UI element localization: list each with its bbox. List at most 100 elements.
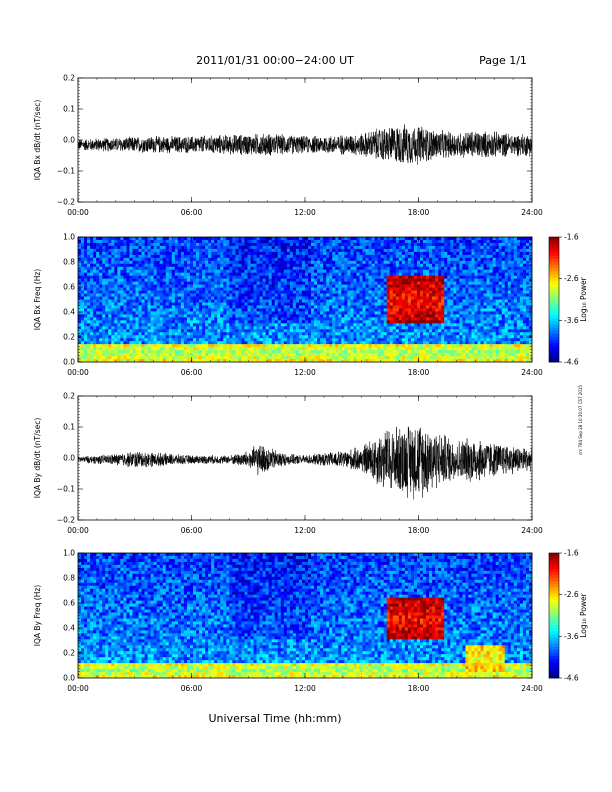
by-spectrogram-panel: 1.0 0.8 0.6 0.4 0.2 0.000:00 06:00 12:00 18:00 24… — [33, 549, 588, 694]
colorbar-segment — [549, 293, 559, 297]
y-axis-label: IQA Bx dB/dt (nT/sec) — [33, 100, 42, 181]
colorbar-segment — [549, 302, 559, 307]
y-tick-label: 0.0 — [63, 454, 75, 463]
y-tick-label: −0.2 — [57, 516, 75, 525]
colorbar-segment — [549, 237, 559, 241]
x-tick-label: 18:00 — [408, 684, 430, 693]
colorbar-segment — [549, 618, 559, 623]
colorbar-segment — [549, 327, 559, 332]
x-tick-label: 12:00 — [294, 526, 316, 535]
y-tick-label: 0.2 — [63, 333, 75, 342]
page-title: 2011/01/31 00:00−24:00 UT — [196, 54, 354, 67]
bx-dbdt-panel: 0.2 0.1 0.0 −0.1 −0.200:00 06:00 12:00 18:00 24:… — [33, 74, 543, 218]
colorbar-segment — [549, 271, 559, 275]
colorbar-tick-label: -4.6 — [564, 358, 579, 367]
x-tick-label: 00:00 — [67, 684, 89, 693]
colorbar-tick-label: -3.6 — [564, 632, 579, 641]
colorbar-segment — [549, 337, 559, 341]
colorbar-segment — [549, 290, 559, 294]
colorbar-segment — [549, 590, 559, 595]
x-tick-label: 00:00 — [67, 368, 89, 377]
x-tick-label: 18:00 — [408, 526, 430, 535]
colorbar-segment — [549, 324, 559, 329]
colorbar-segment — [549, 299, 559, 304]
colorbar-segment — [549, 252, 559, 257]
colorbar-label: Log₁₀ Power — [579, 592, 588, 637]
x-tick-label: 06:00 — [181, 526, 203, 535]
colorbar-tick-label: -1.6 — [564, 549, 579, 558]
colorbar-segment — [549, 674, 559, 679]
colorbar-segment — [549, 268, 559, 272]
x-axis-label: Universal Time (hh:mm) — [209, 712, 342, 725]
y-tick-label: 1.0 — [63, 233, 75, 242]
colorbar-segment — [549, 556, 559, 560]
signal-trace — [78, 124, 532, 165]
colorbar-segment — [549, 571, 559, 576]
x-tick-label: 18:00 — [408, 208, 430, 217]
colorbar-segment — [549, 615, 559, 620]
colorbar-segment — [549, 631, 559, 635]
colorbar-segment — [549, 559, 559, 563]
colorbar-segment — [549, 640, 559, 645]
colorbar-segment — [549, 265, 559, 269]
x-tick-label: 18:00 — [408, 368, 430, 377]
colorbar-segment — [549, 312, 559, 316]
colorbar-segment — [549, 243, 559, 247]
colorbar-segment — [549, 659, 559, 663]
y-axis-label: IQA By dB/dt (nT/sec) — [33, 418, 42, 499]
colorbar-segment — [549, 568, 559, 573]
colorbar-segment — [549, 274, 559, 279]
colorbar-segment — [549, 349, 559, 354]
colorbar-segment — [549, 562, 559, 566]
y-axis-label: IQA Bx Freq (Hz) — [33, 269, 42, 331]
y-tick-label: −0.1 — [57, 485, 75, 494]
colorbar-frame — [548, 552, 560, 679]
colorbar-segment — [549, 599, 559, 604]
spectrogram-cells — [78, 237, 533, 363]
colorbar-segment — [549, 343, 559, 347]
by-dbdt-panel: 0.2 0.1 0.0 −0.1 −0.200:00 06:00 12:00 18:00 24:… — [33, 392, 543, 536]
page-number: Page 1/1 — [479, 54, 527, 67]
x-tick-label: 00:00 — [67, 208, 89, 217]
colorbar-segment — [549, 246, 559, 250]
colorbar-segment — [549, 665, 559, 670]
y-tick-label: 1.0 — [63, 549, 75, 558]
colorbar-segment — [549, 603, 559, 607]
y-tick-label: −0.2 — [57, 198, 75, 207]
x-tick-label: 24:00 — [521, 208, 543, 217]
colorbar-segment — [549, 346, 559, 350]
colorbar-segment — [549, 634, 559, 638]
colorbar-tick-label: -4.6 — [564, 674, 579, 683]
y-tick-label: 0.2 — [63, 649, 75, 658]
colorbar-segment — [549, 628, 559, 632]
y-axis-label: IQA By Freq (Hz) — [33, 585, 42, 647]
x-tick-label: 06:00 — [181, 208, 203, 217]
colorbar-tick-label: -2.6 — [564, 274, 579, 283]
x-tick-label: 24:00 — [521, 368, 543, 377]
colorbar-segment — [549, 283, 559, 288]
y-tick-label: −0.1 — [57, 167, 75, 176]
colorbar-segment — [549, 249, 559, 254]
y-tick-label: 0.0 — [63, 674, 75, 683]
colorbar-segment — [549, 662, 559, 666]
colorbar-segment — [549, 240, 559, 244]
y-tick-label: 0.6 — [63, 599, 75, 608]
y-tick-label: 0.0 — [63, 136, 75, 145]
y-tick-label: 0.4 — [63, 624, 75, 633]
colorbar-segment — [549, 352, 559, 357]
colorbar-segment — [549, 296, 559, 300]
y-tick-label: 0.2 — [63, 74, 75, 83]
colorbar-segment — [549, 637, 559, 641]
colorbar-segment — [549, 581, 559, 585]
x-tick-label: 00:00 — [67, 526, 89, 535]
y-tick-label: 0.1 — [63, 105, 75, 114]
colorbar-segment — [549, 612, 559, 616]
bx-spectrogram-panel: 1.0 0.8 0.6 0.4 0.2 0.000:00 06:00 12:00 18:00 24… — [33, 233, 588, 378]
colorbar-segment — [549, 315, 559, 319]
colorbar-segment — [549, 321, 559, 325]
colorbar-segment — [549, 584, 559, 588]
colorbar-segment — [549, 355, 559, 360]
x-tick-label: 24:00 — [521, 684, 543, 693]
colorbar-segment — [549, 305, 559, 310]
